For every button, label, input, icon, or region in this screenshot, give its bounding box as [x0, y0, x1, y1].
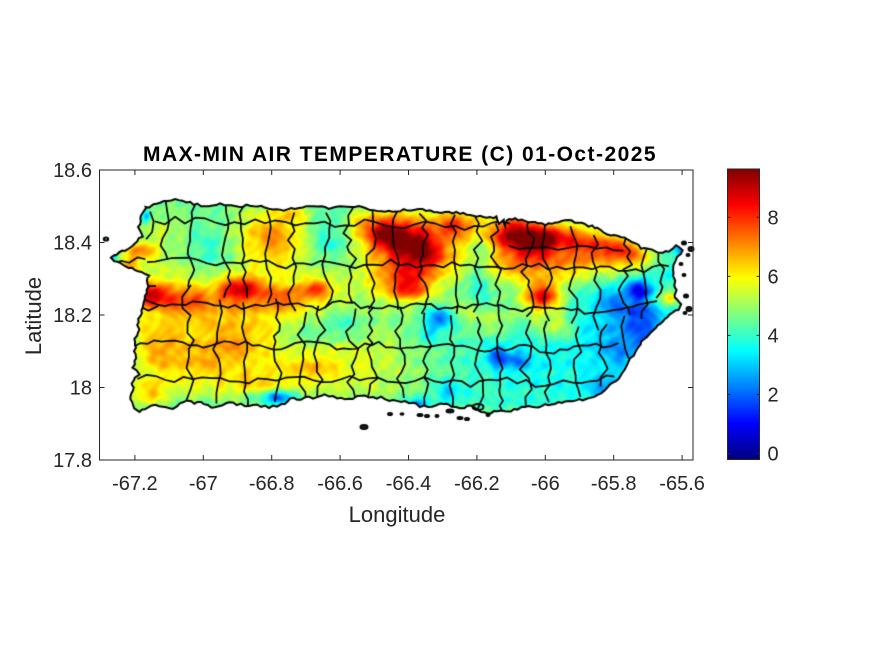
svg-text:2: 2	[768, 385, 779, 407]
svg-text:-66.2: -66.2	[454, 473, 500, 495]
svg-text:17.8: 17.8	[53, 450, 92, 472]
svg-text:-66.4: -66.4	[386, 473, 432, 495]
svg-text:-65.8: -65.8	[591, 473, 637, 495]
svg-text:MAX-MIN AIR TEMPERATURE (C) 01: MAX-MIN AIR TEMPERATURE (C) 01-Oct-2025	[143, 143, 657, 166]
svg-text:-66: -66	[531, 473, 560, 495]
svg-text:4: 4	[768, 325, 779, 347]
svg-text:0: 0	[768, 444, 779, 466]
svg-text:8: 8	[768, 207, 779, 229]
svg-text:18.4: 18.4	[53, 233, 92, 255]
svg-text:18.2: 18.2	[53, 305, 92, 327]
svg-text:-67.2: -67.2	[112, 473, 158, 495]
svg-text:-67: -67	[189, 473, 218, 495]
svg-text:-66.8: -66.8	[249, 473, 295, 495]
svg-text:18.6: 18.6	[53, 160, 92, 182]
svg-text:-66.6: -66.6	[317, 473, 363, 495]
svg-text:6: 6	[768, 266, 779, 288]
svg-text:Longitude: Longitude	[349, 502, 446, 527]
svg-text:18: 18	[70, 378, 92, 400]
svg-text:-65.6: -65.6	[659, 473, 705, 495]
svg-text:Latitude: Latitude	[21, 277, 46, 355]
